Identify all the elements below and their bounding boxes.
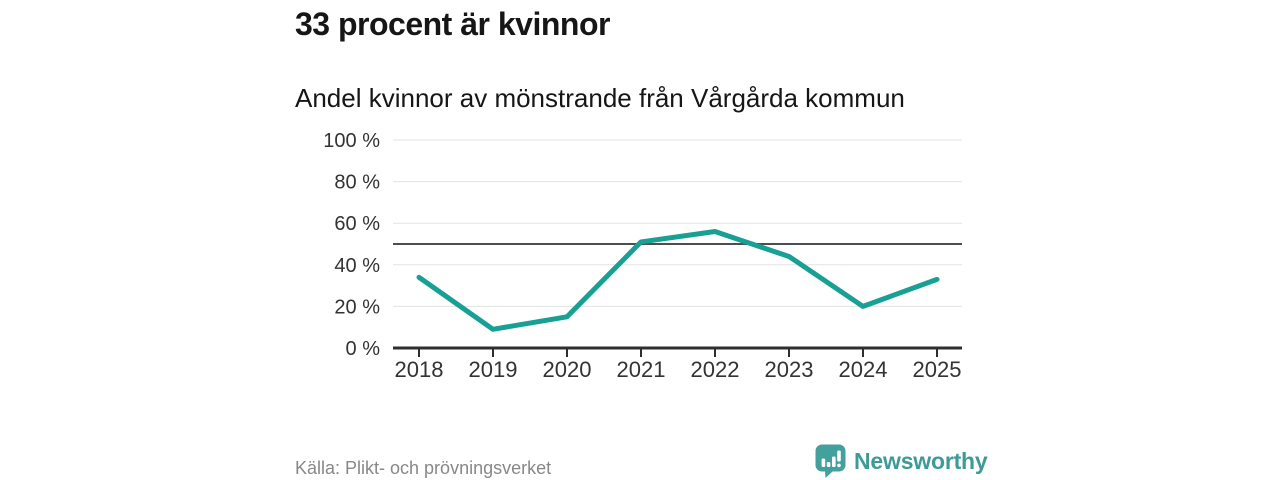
logo-bar-1 [821, 458, 826, 467]
y-tick-label: 20 % [334, 296, 380, 318]
logo-exclamation-dot [837, 463, 841, 468]
data-line [416, 229, 940, 332]
x-tick-label: 2024 [839, 357, 888, 382]
y-tick-label: 60 % [334, 213, 380, 235]
y-tick-label: 40 % [334, 255, 380, 277]
y-tick-label: 0 % [346, 338, 381, 360]
y-tick-label: 80 % [334, 172, 380, 194]
logo-bar-2 [826, 462, 831, 467]
source-attribution: Källa: Plikt- och prövningsverket [295, 458, 552, 478]
x-tick-label: 2022 [691, 357, 740, 382]
chart-subtitle: Andel kvinnor av mönstrande från Vårgård… [295, 83, 905, 113]
logo-bar-3 [832, 456, 836, 467]
x-tick-label: 2021 [617, 357, 666, 382]
y-tick-label: 100 % [323, 130, 380, 152]
x-tick-label: 2020 [543, 357, 592, 382]
brand-name: Newsworthy [854, 447, 988, 474]
x-tick-label: 2025 [913, 357, 962, 382]
newsworthy-brand: Newsworthy [815, 444, 988, 478]
line-chart: 0 % 20 % 40 % 60 % 80 % 100 % 2018 2019 2020 2021… [323, 130, 962, 382]
x-tick-label: 2019 [469, 357, 518, 382]
x-tick-label: 2023 [765, 357, 814, 382]
logo-exclamation-bar [837, 450, 841, 462]
x-tick-label: 2018 [395, 357, 444, 382]
newsworthy-logo-icon [815, 444, 846, 478]
logo-bubble-shape [815, 444, 846, 478]
chart-title: 33 procent är kvinnor [295, 6, 610, 42]
